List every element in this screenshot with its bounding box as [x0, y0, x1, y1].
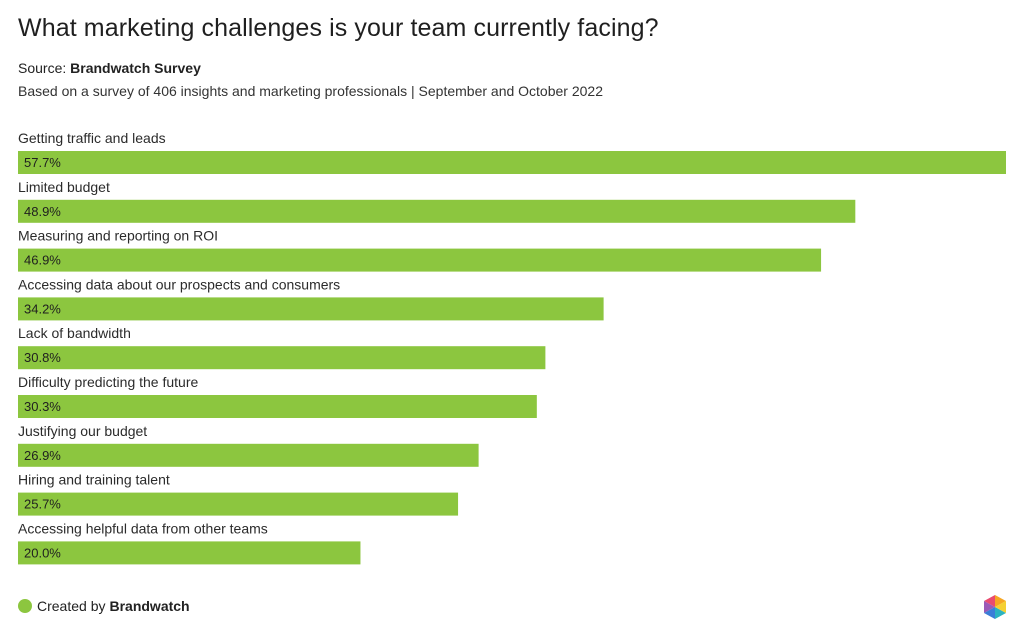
category-label: Measuring and reporting on ROI — [18, 228, 218, 244]
bar[interactable] — [18, 395, 537, 418]
source-prefix: Source: — [18, 60, 67, 76]
bar[interactable] — [18, 199, 856, 223]
value-label: 30.3% — [24, 399, 61, 414]
bar[interactable] — [18, 151, 1006, 174]
chart-title: What marketing challenges is your team c… — [18, 14, 659, 42]
bar[interactable] — [18, 492, 459, 516]
bar[interactable] — [18, 297, 604, 321]
category-label: Hiring and training talent — [18, 472, 170, 488]
source-name: Brandwatch Survey — [70, 60, 201, 76]
chart-subtitle: Based on a survey of 406 insights and ma… — [18, 83, 603, 99]
category-label: Getting traffic and leads — [18, 130, 166, 146]
bar[interactable] — [18, 346, 546, 370]
value-label: 48.9% — [24, 204, 61, 219]
value-label: 57.7% — [24, 155, 61, 170]
footer-credit: Created by Brandwatch — [18, 598, 190, 614]
category-label: Accessing helpful data from other teams — [18, 520, 268, 536]
bar-chart: Getting traffic and leads 57.7% Limited bu… — [18, 130, 1006, 565]
category-label: Difficulty predicting the future — [18, 374, 198, 390]
bar[interactable] — [18, 248, 822, 272]
brandwatch-hexagon-icon[interactable] — [983, 594, 1007, 620]
legend-dot-icon — [18, 599, 32, 613]
created-by-name: Brandwatch — [109, 598, 190, 614]
created-by-prefix: Created by — [37, 598, 106, 614]
value-label: 20.0% — [24, 545, 61, 560]
value-label: 25.7% — [24, 497, 61, 512]
value-label: 30.8% — [24, 350, 61, 365]
bar[interactable] — [18, 443, 479, 467]
source-line: Source: Brandwatch Survey — [18, 60, 201, 76]
value-label: 46.9% — [24, 253, 61, 268]
category-label: Justifying our budget — [18, 423, 147, 439]
category-label: Accessing data about our prospects and c… — [18, 276, 340, 292]
category-label: Limited budget — [18, 179, 110, 195]
category-label: Lack of bandwidth — [18, 325, 131, 341]
value-label: 34.2% — [24, 301, 61, 316]
value-label: 26.9% — [24, 448, 61, 463]
bar[interactable] — [18, 541, 361, 565]
